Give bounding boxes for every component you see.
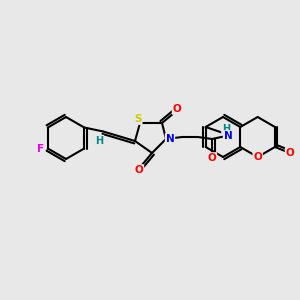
Text: H: H <box>222 124 230 134</box>
Text: O: O <box>135 165 143 175</box>
Text: O: O <box>172 104 182 114</box>
Text: O: O <box>253 152 262 162</box>
Text: H: H <box>95 136 103 146</box>
Text: O: O <box>286 148 294 158</box>
Text: O: O <box>208 153 216 163</box>
Text: N: N <box>224 131 232 141</box>
Text: S: S <box>134 114 142 124</box>
Text: F: F <box>37 143 44 154</box>
Text: N: N <box>166 134 174 144</box>
